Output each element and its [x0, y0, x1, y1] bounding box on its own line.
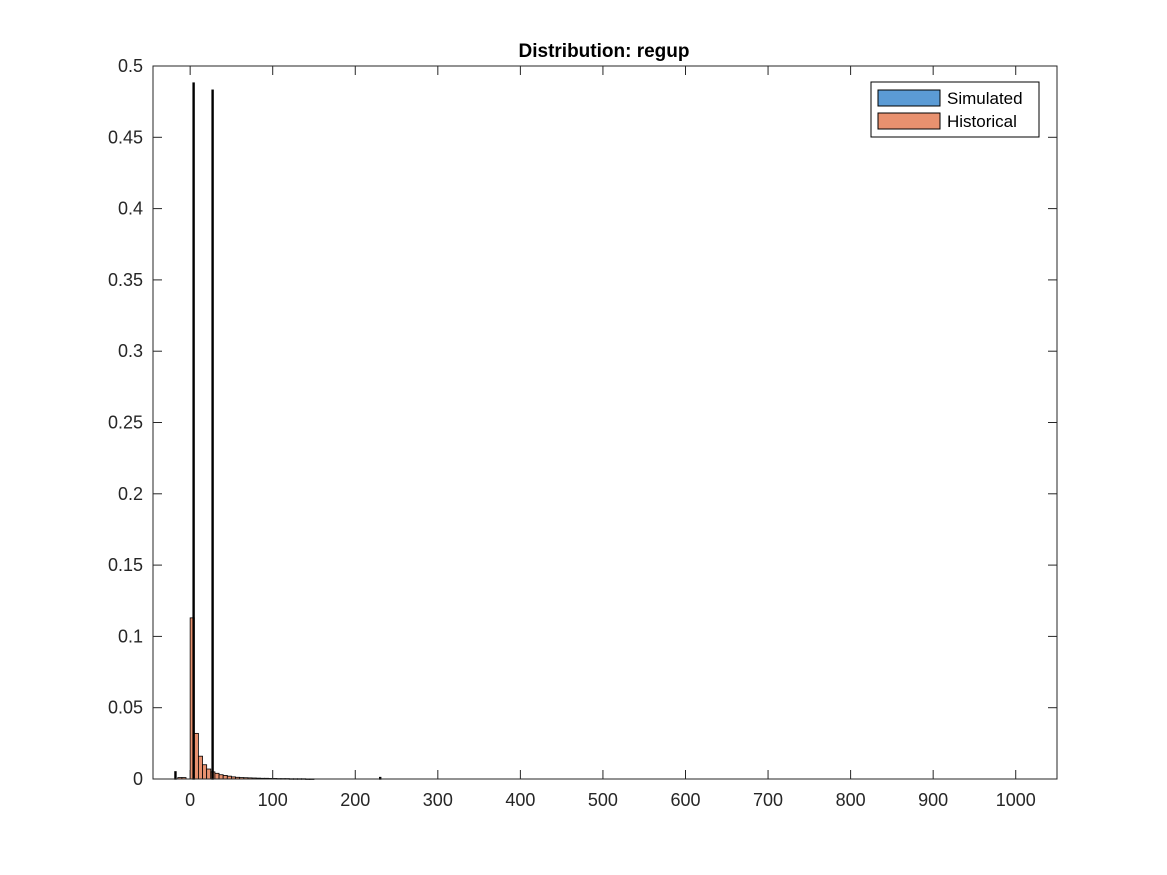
y-tick-label: 0.05 — [108, 698, 143, 718]
x-tick-label: 900 — [918, 790, 948, 810]
y-tick-label: 0 — [133, 769, 143, 789]
y-tick-label: 0.3 — [118, 341, 143, 361]
historical-bar — [218, 774, 224, 780]
legend-swatch-historical — [877, 112, 941, 130]
simulated-bar — [174, 771, 177, 780]
y-tick-label: 0.15 — [108, 555, 143, 575]
y-tick-label: 0.1 — [118, 626, 143, 646]
legend-label-simulated: Simulated — [947, 89, 1023, 108]
x-tick-label: 100 — [258, 790, 288, 810]
x-tick-label: 800 — [836, 790, 866, 810]
y-axis-ticks: 0 0.05 0.1 0.15 0.2 0.25 0.3 0.35 0.4 0.45 0.5 — [108, 56, 1057, 789]
x-tick-label: 600 — [670, 790, 700, 810]
x-tick-label: 0 — [185, 790, 195, 810]
y-tick-label: 0.35 — [108, 270, 143, 290]
y-tick-label: 0.5 — [118, 56, 143, 76]
x-tick-label: 200 — [340, 790, 370, 810]
x-tick-label: 500 — [588, 790, 618, 810]
historical-bar — [214, 772, 220, 780]
x-axis-ticks: 0 100 200 300 400 500 600 700 800 900 1000 — [185, 66, 1036, 810]
legend-swatch-simulated — [877, 89, 941, 107]
simulated-bar — [211, 89, 214, 780]
historical-bar — [222, 775, 228, 780]
chart-title: Distribution: regup — [519, 41, 690, 62]
x-tick-label: 300 — [423, 790, 453, 810]
y-tick-label: 0.2 — [118, 484, 143, 504]
x-tick-label: 1000 — [996, 790, 1036, 810]
y-tick-label: 0.4 — [118, 199, 143, 219]
historical-bar — [206, 768, 212, 780]
x-tick-label: 400 — [505, 790, 535, 810]
historical-bar — [193, 732, 199, 780]
historical-bar — [202, 764, 208, 780]
y-tick-label: 0.25 — [108, 413, 143, 433]
simulated-bar — [192, 82, 195, 780]
legend: Simulated Historical — [870, 81, 1040, 138]
legend-label-historical: Historical — [947, 112, 1017, 131]
y-tick-label: 0.45 — [108, 127, 143, 147]
historical-bar — [198, 755, 203, 780]
x-tick-label: 700 — [753, 790, 783, 810]
